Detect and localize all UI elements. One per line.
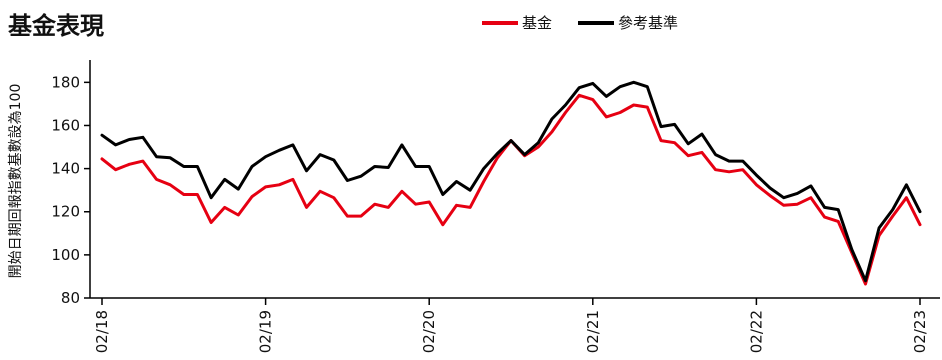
x-tick-label-2: 02/20 bbox=[420, 310, 438, 353]
series-line-0 bbox=[100, 93, 922, 286]
y-tick-label-140: 140 bbox=[51, 160, 80, 178]
x-tick-label-1: 02/19 bbox=[257, 310, 275, 353]
y-tick-label-180: 180 bbox=[51, 73, 80, 91]
y-tick-label-120: 120 bbox=[51, 203, 80, 221]
legend-swatch-fund bbox=[482, 20, 518, 25]
x-tick-label-3: 02/21 bbox=[584, 310, 602, 353]
legend-item-benchmark: 參考基準 bbox=[578, 12, 678, 33]
legend-item-fund: 基金 bbox=[482, 12, 552, 33]
chart-title: 基金表現 bbox=[8, 12, 104, 40]
series-line-1 bbox=[100, 80, 922, 283]
legend-swatch-benchmark bbox=[578, 20, 615, 25]
legend: 基金 參考基準 bbox=[482, 12, 678, 33]
x-tick-label-5: 02/23 bbox=[911, 310, 929, 353]
y-tick-label-80: 80 bbox=[61, 289, 80, 307]
y-tick-label-160: 160 bbox=[51, 116, 80, 134]
legend-label-benchmark: 參考基準 bbox=[618, 14, 679, 32]
legend-label-fund: 基金 bbox=[522, 14, 553, 32]
x-tick-label-4: 02/22 bbox=[747, 310, 765, 353]
x-tick-label-0: 02/18 bbox=[93, 310, 111, 353]
y-tick-label-100: 100 bbox=[51, 246, 80, 264]
